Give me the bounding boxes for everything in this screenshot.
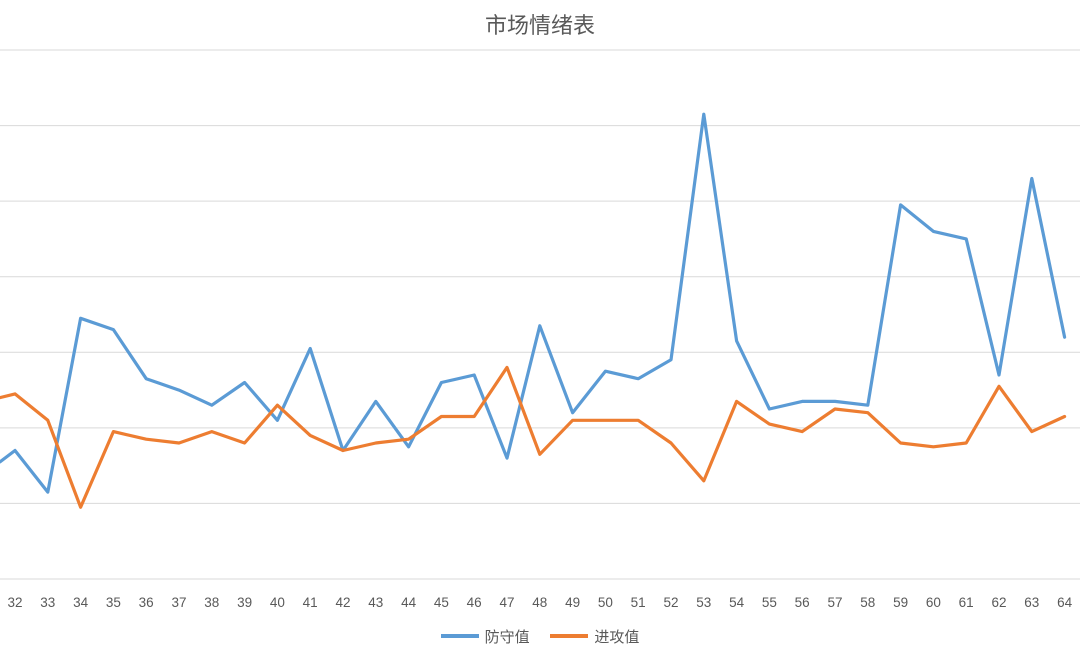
x-tick-label: 44: [401, 595, 417, 610]
x-tick-label: 64: [1057, 595, 1073, 610]
x-tick-label: 47: [499, 595, 514, 610]
x-tick-label: 57: [827, 595, 842, 610]
x-tick-label: 39: [237, 595, 252, 610]
x-tick-label: 60: [926, 595, 941, 610]
legend-swatch-attack: [550, 634, 589, 638]
x-tick-label: 61: [959, 595, 974, 610]
x-tick-label: 49: [565, 595, 580, 610]
legend-label-attack: 进攻值: [594, 627, 640, 646]
legend-item-defense: 防守值: [440, 626, 530, 647]
x-tick-label: 50: [598, 595, 613, 610]
chart-title: 市场情绪表: [484, 14, 595, 39]
x-tick-label: 48: [532, 595, 547, 610]
series-line-attack: [0, 365, 1067, 509]
x-tick-label: 63: [1024, 595, 1039, 610]
x-tick-label: 41: [303, 595, 318, 610]
x-axis-tick-labels: 32 33 34 35 36 37 38 39 40 41 42 43 44 45 46 47 48 49 50 51…: [7, 595, 1072, 610]
x-tick-label: 33: [40, 595, 55, 610]
x-tick-label: 51: [631, 595, 646, 610]
series-lines: [0, 112, 1067, 509]
x-tick-label: 32: [7, 595, 22, 610]
series-line-defense: [0, 112, 1067, 494]
x-tick-label: 42: [335, 595, 350, 610]
x-tick-label: 34: [73, 595, 89, 610]
legend-item-attack: 进攻值: [550, 626, 639, 647]
x-tick-label: 55: [762, 595, 777, 610]
x-tick-label: 46: [467, 595, 482, 610]
legend-label-defense: 防守值: [484, 627, 530, 646]
x-tick-label: 59: [893, 595, 908, 610]
x-tick-label: 35: [106, 595, 121, 610]
x-tick-label: 56: [795, 595, 810, 610]
legend: 防守值 进攻值: [0, 624, 1080, 647]
x-tick-label: 58: [860, 595, 875, 610]
x-tick-label: 36: [139, 595, 154, 610]
x-tick-label: 52: [663, 595, 678, 610]
x-tick-label: 40: [270, 595, 285, 610]
x-tick-label: 43: [368, 595, 383, 610]
x-tick-label: 54: [729, 595, 745, 610]
gridlines: [0, 49, 1080, 580]
x-tick-label: 45: [434, 595, 449, 610]
x-tick-label: 38: [204, 595, 219, 610]
x-tick-label: 62: [991, 595, 1006, 610]
x-tick-label: 53: [696, 595, 711, 610]
legend-swatch-defense: [440, 634, 479, 638]
x-tick-label: 37: [171, 595, 186, 610]
